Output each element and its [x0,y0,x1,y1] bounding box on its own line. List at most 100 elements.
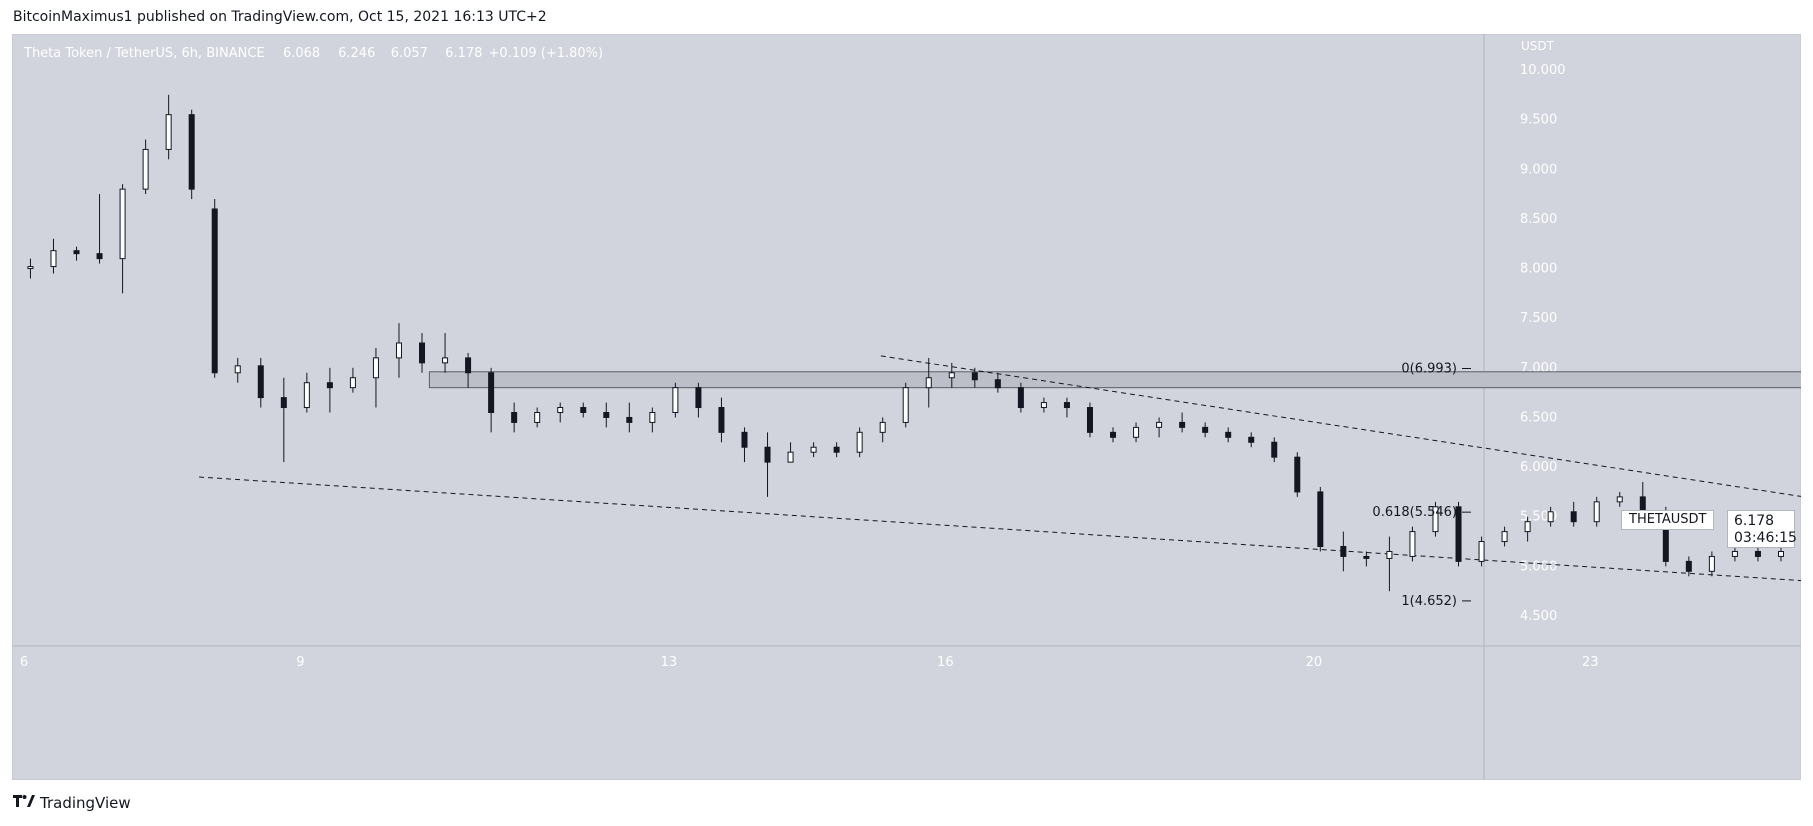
candle-body [580,407,587,413]
candle-body [50,250,57,268]
candle-body [718,407,725,433]
candle-body [326,382,333,389]
symbol-info-bar: Theta Token / TetherUS, 6h, BINANCE O 6.0… [24,46,605,61]
time-tick-label: 23 [1582,655,1599,670]
candle-body [1248,436,1255,443]
candle-body [1017,387,1024,409]
symbol-name[interactable]: Theta Token / TetherUS, 6h, BINANCE [24,46,265,61]
time-tick-label: 20 [1306,655,1323,670]
candle-body [142,148,149,190]
candle-body [1179,421,1186,428]
candle-body [1110,431,1117,438]
candle-body [303,382,310,409]
price-tick-label: 8.000 [1520,262,1557,277]
candle-body [119,188,126,260]
close-value: 6.178 [445,46,483,61]
candle-body [1432,506,1439,533]
candle-body [1593,501,1600,523]
candle-body [234,365,241,374]
time-tick-label: 13 [661,655,678,670]
candle-body [1478,541,1485,562]
candle-body [1524,521,1531,533]
candle-body [1754,550,1761,557]
candle-body [1156,421,1163,428]
candle-body [211,208,218,374]
price-tick-label: 10.000 [1520,63,1566,78]
candle-body [1133,426,1140,438]
candle-body [442,357,449,364]
tradingview-brand[interactable]: TradingView [13,794,131,812]
price-tick-label: 9.500 [1520,113,1557,128]
candlestick-chart[interactable]: USDT10.0009.5009.0008.5008.0007.5007.000… [12,34,1801,780]
candle-body [948,372,955,379]
candle-body [1086,407,1093,433]
wedge-upper-line [880,355,1801,497]
candle-body [1547,511,1554,523]
fib-level-label: 0.618(5.546) [1372,505,1457,520]
bar-countdown: 03:46:15 [1734,530,1797,546]
brand-name: TradingView [40,794,131,812]
candle-body [96,253,103,260]
candle-body [649,411,656,423]
symbol-price-tag: THETAUSDT [1621,510,1715,530]
candle-body [257,365,264,399]
open-value: 6.068 [282,46,321,61]
price-tick-label: 4.500 [1520,609,1557,624]
fib-level-label: 0(6.993) [1401,362,1457,377]
price-tick-label: 6.000 [1520,460,1557,475]
candle-body [672,387,679,413]
candle-body [465,357,472,374]
wedge-lower-line [199,476,1801,582]
price-tick-label: 7.500 [1520,311,1557,326]
candle-body [879,421,886,433]
candle-body [488,372,495,413]
candle-body [1777,550,1784,557]
candle-body [372,357,379,379]
candle-body [971,372,978,381]
close-label: C [434,46,444,61]
last-price-value: 6.178 [1734,513,1775,529]
candle-body [994,379,1001,389]
tradingview-logo-icon [13,795,35,811]
candle-body [787,451,794,463]
candle-body [1386,550,1393,559]
candle-body [695,387,702,409]
candle-body [925,377,932,389]
price-tick-label: 9.000 [1520,162,1557,177]
time-tick-label: 16 [937,655,954,670]
high-label: H [326,46,337,61]
candle-body [1040,402,1047,409]
candle-body [741,431,748,448]
low-value: 6.057 [390,46,428,61]
publish-header: BitcoinMaximus1 published on TradingView… [13,9,547,25]
candle-body [1501,531,1508,543]
candle-body [1063,402,1070,409]
candle-body [534,411,541,423]
candle-body [1708,555,1715,572]
candle-body [626,416,633,423]
candle-body [1363,555,1370,559]
low-label: L [381,46,389,61]
candle-body [764,446,771,463]
candle-body [1731,550,1738,557]
high-value: 6.246 [338,46,376,61]
candle-body [1294,456,1301,493]
candle-body [557,407,564,413]
price-tick-label: 5.000 [1520,559,1557,574]
candle-body [1271,441,1278,458]
time-tick-label: 6 [20,655,28,670]
candle-body [280,397,287,409]
candle-body [27,266,34,270]
price-axis-currency: USDT [1521,39,1555,53]
candle-body [603,411,610,418]
candle-body [1202,426,1209,433]
candle-body [349,377,356,389]
candle-body [419,342,426,364]
candle-body [165,114,172,150]
fib-level-label: 1(4.652) [1401,594,1457,609]
candle-body [833,446,840,453]
candle-body [395,342,402,359]
time-tick-label: 9 [296,655,304,670]
candle-body [1685,560,1692,572]
candle-body [1225,431,1232,438]
